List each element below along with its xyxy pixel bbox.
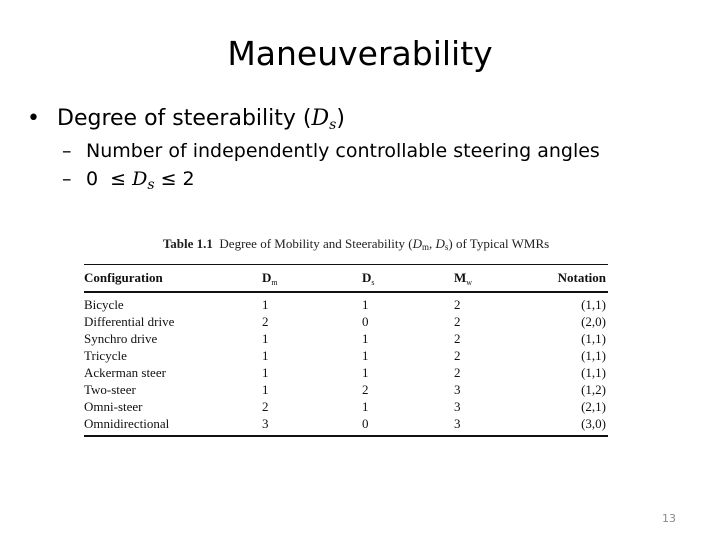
header-ds: Ds: [362, 265, 454, 291]
caption-math-ds: D: [435, 236, 445, 251]
cell-dm: 1: [262, 297, 269, 312]
table-row: Differential drive 2 0 2 (2,0): [84, 313, 608, 330]
cell-dm: 2: [262, 399, 269, 414]
header-ds-symbol: D: [362, 269, 372, 285]
cell-notation: (1,1): [581, 331, 606, 346]
bullet-text: Degree of steerability (Ds): [57, 104, 345, 140]
header-mw-sub: w: [466, 277, 473, 287]
cell-configuration: Two-steer: [84, 382, 136, 397]
header-dm: Dm: [262, 265, 362, 291]
page-number: 13: [662, 512, 676, 525]
cell-dm: 1: [262, 365, 269, 380]
table-row: Two-steer 1 2 3 (1,2): [84, 381, 608, 398]
caption-end: ) of Typical WMRs: [448, 236, 550, 251]
sub-bullet-marker: –: [62, 140, 72, 162]
table-row: Synchro drive 1 1 2 (1,1): [84, 330, 608, 347]
sub-bullet-text: Number of independently controllable ste…: [86, 140, 600, 162]
table-top-rule: [84, 264, 608, 265]
cell-notation: (2,0): [581, 314, 606, 329]
cell-mw: 2: [454, 365, 461, 380]
cell-notation: (1,2): [581, 382, 606, 397]
cell-notation: (3,0): [581, 416, 606, 431]
header-mw-symbol: M: [454, 269, 467, 285]
cell-configuration: Bicycle: [84, 297, 124, 312]
cell-dm: 3: [262, 416, 269, 431]
cell-configuration: Omnidirectional: [84, 416, 170, 431]
caption-label: Table 1.1: [162, 236, 213, 251]
table-row: Ackerman steer 1 1 2 (1,1): [84, 364, 608, 381]
cell-configuration: Differential drive: [84, 314, 175, 329]
cell-dm: 1: [262, 331, 269, 346]
cell-mw: 2: [454, 348, 461, 363]
header-configuration: Configuration: [84, 270, 163, 285]
expr-right: ≤ 2: [154, 168, 195, 190]
cell-dm: 1: [262, 348, 269, 363]
caption-math-dm: D: [412, 236, 422, 251]
sub-bullet-marker: –: [62, 168, 72, 190]
table-row: Bicycle 1 1 2 (1,1): [84, 293, 608, 313]
math-subscript: s: [329, 117, 337, 133]
table-row: Tricycle 1 1 2 (1,1): [84, 347, 608, 364]
cell-configuration: Synchro drive: [84, 331, 158, 346]
bullet-text-close: ): [336, 106, 345, 131]
caption-math-dm-sub: m: [421, 242, 429, 252]
math-ds: Ds: [311, 106, 337, 133]
table-bottom-rule: [84, 435, 608, 437]
table-caption: Table 1.1 Degree of Mobility and Steerab…: [104, 236, 608, 255]
sub-bullet-expression: 0 ≤ Ds ≤ 2: [86, 166, 195, 198]
cell-ds: 1: [362, 331, 369, 346]
cell-notation: (1,1): [581, 348, 606, 363]
header-dm-sub: m: [271, 277, 278, 287]
cell-dm: 1: [262, 382, 269, 397]
bullet-marker: •: [27, 106, 40, 131]
table-header-rule: [84, 291, 608, 293]
table-row: Omnidirectional 3 0 3 (3,0): [84, 415, 608, 432]
math-ds: Ds: [132, 168, 155, 193]
caption-text: Degree of Mobility and Steerability (: [219, 236, 413, 251]
cell-ds: 1: [362, 297, 369, 312]
cell-mw: 3: [454, 399, 461, 414]
cell-ds: 1: [362, 365, 369, 380]
cell-mw: 2: [454, 331, 461, 346]
bullet-text-main: Degree of steerability (: [57, 106, 312, 131]
cell-mw: 3: [454, 416, 461, 431]
cell-notation: (2,1): [581, 399, 606, 414]
header-dm-symbol: D: [262, 269, 272, 285]
cell-configuration: Tricycle: [84, 348, 127, 363]
cell-notation: (1,1): [581, 297, 606, 312]
cell-notation: (1,1): [581, 365, 606, 380]
table-header-row: Configuration Dm Ds Mw Notation: [84, 265, 608, 291]
slide-title: Maneuverability: [227, 34, 493, 73]
math-symbol: D: [311, 106, 330, 131]
caption-math-ds-sub: s: [444, 242, 449, 252]
header-ds-sub: s: [371, 277, 375, 287]
expr-left: 0 ≤: [86, 168, 133, 190]
caption-sep: ,: [428, 236, 436, 251]
table-row: Omni-steer 2 1 3 (2,1): [84, 398, 608, 415]
cell-configuration: Ackerman steer: [84, 365, 166, 380]
cell-mw: 2: [454, 314, 461, 329]
cell-ds: 0: [362, 416, 369, 431]
cell-ds: 2: [362, 382, 369, 397]
mobility-steerability-table: Table 1.1 Degree of Mobility and Steerab…: [84, 236, 608, 437]
cell-ds: 1: [362, 348, 369, 363]
cell-ds: 0: [362, 314, 369, 329]
cell-dm: 2: [262, 314, 269, 329]
cell-mw: 3: [454, 382, 461, 397]
header-mw: Mw: [454, 265, 540, 291]
cell-ds: 1: [362, 399, 369, 414]
data-table: Configuration Dm Ds Mw Notation Bicycle …: [84, 265, 608, 432]
math-subscript: s: [147, 177, 155, 193]
math-symbol: D: [132, 168, 148, 190]
header-notation: Notation: [557, 270, 606, 285]
cell-mw: 2: [454, 297, 461, 312]
cell-configuration: Omni-steer: [84, 399, 143, 414]
